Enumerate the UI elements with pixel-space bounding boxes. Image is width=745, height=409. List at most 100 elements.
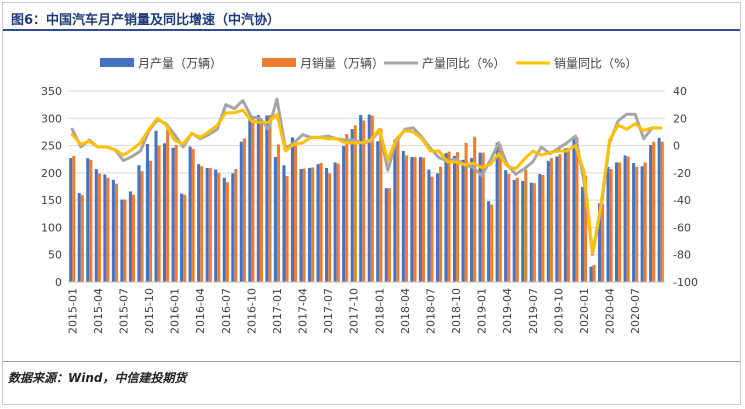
x-tick-label: 2015-01	[66, 288, 79, 334]
bar	[512, 179, 516, 282]
bar	[319, 163, 323, 282]
bar	[80, 195, 84, 282]
x-tick-label: 2019-10	[552, 288, 565, 334]
bar	[345, 134, 349, 282]
bar	[583, 175, 588, 282]
bar	[273, 157, 277, 282]
x-tick-label: 2019-04	[501, 288, 514, 334]
bar	[461, 159, 465, 282]
bar	[205, 167, 209, 282]
bar	[114, 183, 118, 282]
bar	[191, 148, 195, 282]
x-tick-label: 2017-01	[271, 288, 284, 334]
bar	[234, 169, 238, 282]
bar	[231, 173, 235, 282]
bar	[302, 168, 306, 282]
bar	[171, 147, 175, 282]
legend-label: 月销量（万辆）	[300, 57, 384, 71]
bar	[601, 203, 605, 282]
bar	[294, 143, 298, 282]
y-left-tick-label: 150	[41, 194, 62, 207]
bar	[140, 171, 144, 282]
bar	[660, 141, 664, 282]
bar	[456, 152, 460, 282]
bar	[376, 141, 380, 282]
bar	[256, 115, 260, 282]
chart-frame	[2, 2, 741, 405]
bar-series	[69, 114, 664, 283]
bar	[217, 172, 221, 282]
legend-swatch	[100, 58, 134, 67]
x-tick-label: 2017-10	[348, 288, 361, 334]
bar	[94, 169, 98, 282]
y-left-tick-label: 200	[41, 167, 62, 180]
bar	[572, 138, 576, 282]
bar	[623, 155, 627, 282]
bar	[387, 188, 391, 282]
bar	[311, 167, 315, 282]
bar	[473, 136, 477, 282]
bar	[106, 177, 110, 282]
bar	[342, 146, 346, 282]
bar	[77, 193, 81, 282]
bar	[290, 137, 295, 282]
bar	[635, 166, 639, 282]
y-right-tick-label: 0	[673, 140, 680, 153]
x-tick-label: 2019-01	[476, 288, 489, 334]
bar	[558, 154, 562, 282]
y-left-tick-label: 0	[55, 276, 62, 289]
bar	[370, 115, 374, 282]
y-left-tick-label: 100	[41, 221, 62, 234]
bar	[248, 117, 252, 283]
legend: 月产量（万辆） 月销量（万辆） 产量同比（%） 销量同比（%）	[100, 57, 637, 71]
legend-label: 月产量（万辆）	[138, 57, 222, 71]
bar	[538, 173, 542, 282]
bar	[404, 155, 408, 282]
bar	[580, 187, 584, 282]
bar	[618, 162, 622, 282]
bar	[521, 181, 525, 282]
y-right-tick-label: -20	[673, 167, 691, 180]
axes: 0 50 100 150 200 250 300 350 -100 -80 -60 -40 -20 0 20…	[41, 85, 698, 334]
bar	[154, 130, 158, 282]
bar	[609, 169, 613, 282]
bar	[393, 139, 397, 282]
bar	[251, 116, 255, 282]
y-right-tick-label: 20	[673, 112, 687, 125]
bar	[410, 157, 414, 282]
bar	[657, 137, 661, 282]
bar	[498, 144, 502, 282]
bar	[575, 137, 579, 282]
source-divider	[3, 361, 740, 362]
x-tick-label: 2015-04	[92, 288, 105, 334]
bar	[566, 147, 570, 282]
x-tick-label: 2016-04	[194, 288, 207, 334]
x-tick-label: 2018-04	[399, 288, 412, 334]
bar	[282, 165, 286, 282]
legend-label: 销量同比（%）	[554, 57, 637, 71]
bar	[200, 166, 204, 282]
bar	[379, 128, 383, 282]
bar	[225, 182, 229, 282]
bar	[421, 157, 426, 282]
bar	[128, 191, 132, 282]
bar	[157, 145, 161, 282]
x-tick-label: 2015-07	[117, 288, 130, 334]
bar	[259, 121, 263, 282]
x-tick-label: 2018-07	[424, 288, 437, 334]
bar	[384, 188, 388, 282]
bar	[367, 114, 371, 282]
bar	[307, 167, 312, 282]
bar	[589, 266, 593, 282]
x-tick-label: 2015-10	[143, 288, 156, 334]
bar	[649, 145, 653, 282]
x-tick-label: 2016-10	[245, 288, 258, 334]
bar	[592, 265, 596, 282]
bar	[447, 151, 451, 282]
bar	[350, 129, 354, 282]
bar	[524, 169, 528, 282]
bar	[362, 120, 366, 282]
bar	[507, 173, 511, 282]
x-tick-label: 2020-01	[578, 288, 591, 334]
title-bar: 图6：中国汽车月产销量及同比增速（中汽协）	[3, 3, 740, 31]
